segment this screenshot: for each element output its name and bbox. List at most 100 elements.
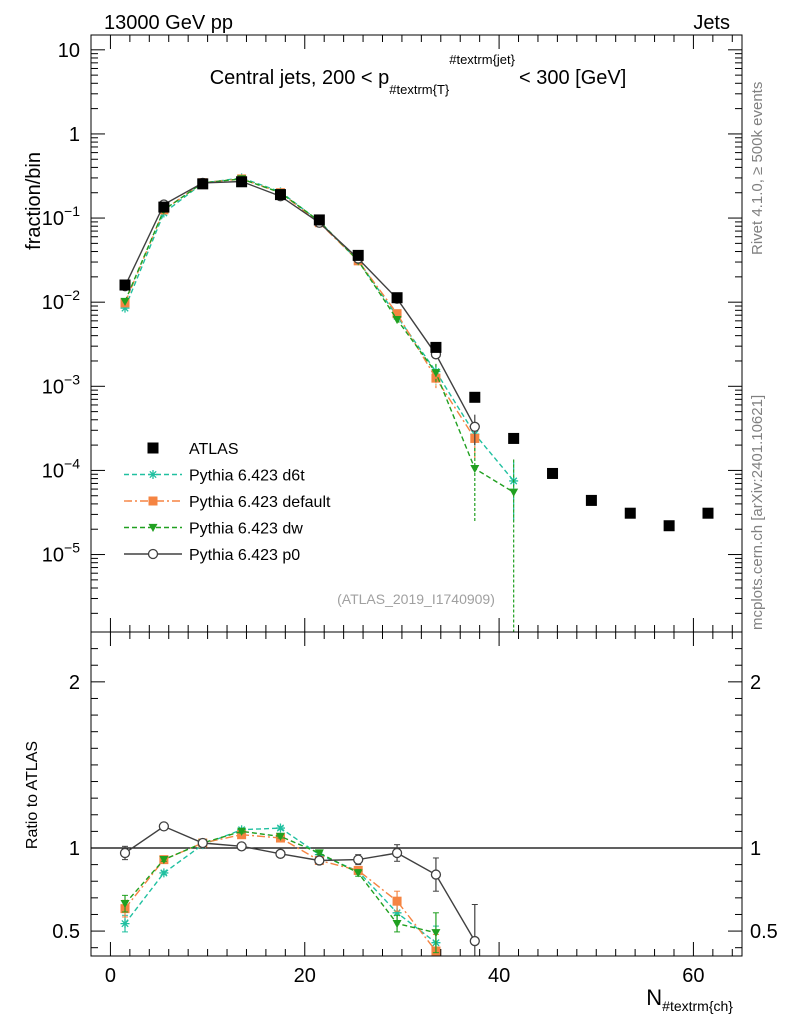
x-tick-label: 0 xyxy=(105,965,116,987)
legend-marker-pythia-6-423-d6t xyxy=(148,470,158,479)
legend-entry-pythia-6-423-p0: Pythia 6.423 p0 xyxy=(124,547,300,564)
data-point-atlas-shape xyxy=(119,279,131,291)
ratio-y-axis-title: Ratio to ATLAS xyxy=(24,741,41,849)
data-point-pythia-6-423-dw-shape xyxy=(431,369,441,378)
y-tick-label-base: 10 xyxy=(42,460,64,482)
ratio-point-pythia-6-423-dw-shape xyxy=(275,832,285,841)
rivet-version-label: Rivet 4.1.0, ≥ 500k events xyxy=(749,82,766,255)
ratio-point-pythia-6-423-p0-shape xyxy=(469,935,480,947)
data-point-pythia-6-423-dw xyxy=(470,465,480,474)
ratio-y-tick-label-left: 2 xyxy=(69,672,80,694)
y-tick-label: 10−3 xyxy=(42,371,80,398)
data-point-pythia-6-423-default xyxy=(431,373,441,383)
ratio-point-pythia-6-423-dw-shape xyxy=(159,856,169,865)
data-point-atlas xyxy=(352,249,364,261)
ratio-line-pythia-6-423-p0 xyxy=(124,825,476,942)
title-text: Central jets, 200 < p xyxy=(210,67,390,89)
ratio-plot-content xyxy=(91,821,742,956)
data-point-atlas xyxy=(508,432,520,444)
ratio-point-pythia-6-423-p0 xyxy=(353,854,364,865)
y-tick-label-base: 10 xyxy=(42,292,64,314)
legend-label-pythia-6-423-d6t: Pythia 6.423 d6t xyxy=(189,468,305,485)
legend-label-pythia-6-423-p0: Pythia 6.423 p0 xyxy=(189,547,300,564)
legend-entry-pythia-6-423-default: Pythia 6.423 default xyxy=(124,494,331,511)
ratio-point-pythia-6-423-p0 xyxy=(314,855,325,866)
ratio-point-pythia-6-423-d6t-shape xyxy=(392,908,402,918)
y-tick-label: 10−5 xyxy=(42,540,80,567)
ratio-point-pythia-6-423-default-shape xyxy=(392,896,402,906)
data-point-atlas xyxy=(547,467,559,479)
data-point-pythia-6-423-dw xyxy=(392,316,402,325)
data-point-atlas-shape xyxy=(352,249,364,261)
data-point-atlas-shape xyxy=(508,432,520,444)
data-point-pythia-6-423-dw-shape xyxy=(470,465,480,474)
data-point-atlas-shape xyxy=(624,507,636,519)
y-tick-label: 10−4 xyxy=(42,455,80,482)
data-point-atlas-shape xyxy=(663,520,675,532)
ratio-point-pythia-6-423-dw xyxy=(431,929,441,938)
data-point-atlas-shape xyxy=(702,507,714,519)
y-tick-label-base: 10 xyxy=(42,376,64,398)
y-tick-label-exponent: −2 xyxy=(64,287,80,303)
legend-entry-atlas: ATLAS xyxy=(147,441,239,458)
title-subscript: #textrm{T} xyxy=(389,82,450,97)
data-point-pythia-6-423-default-shape xyxy=(431,373,441,383)
ratio-point-pythia-6-423-p0 xyxy=(430,869,442,880)
ratio-point-pythia-6-423-d6t-shape xyxy=(120,919,130,929)
legend-label-atlas: ATLAS xyxy=(189,441,239,458)
data-point-atlas-shape xyxy=(430,341,442,353)
data-point-atlas xyxy=(702,507,714,519)
legend-marker-pythia-6-423-p0 xyxy=(147,548,159,560)
legend-entry-pythia-6-423-d6t: Pythia 6.423 d6t xyxy=(124,468,305,485)
legend: ATLAS Pythia 6.423 d6t Pythia 6.423 defaul… xyxy=(124,441,331,564)
ratio-point-pythia-6-423-p0-shape xyxy=(314,855,325,866)
data-point-atlas xyxy=(158,201,170,213)
data-point-pythia-6-423-p0-shape xyxy=(469,421,480,432)
ratio-plot-frame xyxy=(90,631,743,957)
ratio-point-pythia-6-423-dw xyxy=(237,827,247,836)
data-point-pythia-6-423-dw xyxy=(120,297,130,306)
ratio-point-pythia-6-423-p0 xyxy=(236,841,247,852)
data-point-pythia-6-423-p0 xyxy=(469,421,480,432)
y-tick-label-exponent: −5 xyxy=(64,540,80,556)
x-axis-title: N#textrm{ch} xyxy=(646,985,733,1014)
ratio-point-pythia-6-423-p0-shape xyxy=(197,837,208,849)
data-point-atlas xyxy=(274,189,286,201)
y-tick-label-exponent: −3 xyxy=(64,371,80,387)
y-tick-label-exponent: −1 xyxy=(64,203,80,219)
ratio-series-pythia-6-423-p0 xyxy=(119,821,480,956)
ratio-y-tick-label-right: 2 xyxy=(750,672,761,694)
data-point-atlas xyxy=(236,176,248,188)
ratio-point-pythia-6-423-p0-shape xyxy=(275,848,286,859)
ratio-y-tick-label-right: 1 xyxy=(750,838,761,860)
series-line-pythia-6-423-p0 xyxy=(124,180,476,428)
header-energy-label: 13000 GeV pp xyxy=(104,12,233,34)
ratio-point-pythia-6-423-p0-shape xyxy=(353,854,364,865)
ratio-y-tick-label-right: 0.5 xyxy=(750,921,778,943)
ratio-point-pythia-6-423-dw-shape xyxy=(353,869,363,878)
ratio-point-pythia-6-423-dw xyxy=(120,900,130,909)
ratio-point-pythia-6-423-p0-shape xyxy=(391,847,403,859)
data-point-pythia-6-423-default xyxy=(392,309,402,319)
y-tick-label-base: 1 xyxy=(69,124,80,146)
x-tick-label: 40 xyxy=(488,965,510,987)
ratio-point-pythia-6-423-p0 xyxy=(391,847,403,859)
ratio-panel: Ratio to ATLAS 0.5 0.51 12 20 20 40 60 N#textr… xyxy=(24,631,778,1014)
data-point-atlas xyxy=(197,178,209,190)
ratio-point-pythia-6-423-default xyxy=(392,896,402,906)
ratio-point-pythia-6-423-dw xyxy=(314,849,324,858)
legend-marker-pythia-6-423-p0-shape xyxy=(147,548,159,560)
ratio-point-pythia-6-423-dw xyxy=(275,832,285,841)
legend-marker-pythia-6-423-d6t-shape xyxy=(148,470,158,479)
legend-marker-atlas-shape xyxy=(147,442,159,454)
data-point-pythia-6-423-d6t-shape xyxy=(120,303,130,313)
ratio-point-pythia-6-423-p0 xyxy=(197,837,208,849)
x-axis-title-subscript: #textrm{ch} xyxy=(662,998,733,1014)
ratio-point-pythia-6-423-d6t xyxy=(159,868,169,878)
legend-marker-pythia-6-423-dw xyxy=(148,523,158,532)
ratio-point-pythia-6-423-d6t xyxy=(392,908,402,918)
main-plot-content xyxy=(119,173,714,632)
ratio-point-pythia-6-423-p0 xyxy=(275,848,286,859)
y-tick-label-exponent: −4 xyxy=(64,455,80,471)
